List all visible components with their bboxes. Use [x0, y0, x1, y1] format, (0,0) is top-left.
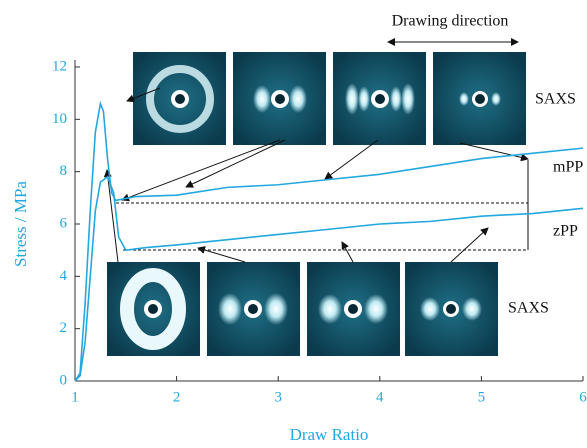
x-tick-label: 2	[173, 389, 181, 405]
y-tick-label: 12	[52, 58, 67, 74]
x-axis-title: Draw Ratio	[290, 425, 369, 443]
y-tick-label: 4	[60, 268, 68, 284]
guides	[103, 87, 529, 263]
saxs-top	[133, 52, 526, 145]
y-tick-label: 6	[60, 215, 68, 231]
axes	[74, 60, 583, 382]
y-tick-label: 0	[60, 372, 68, 388]
x-tick-label: 4	[376, 389, 384, 405]
y-tick-label: 2	[60, 320, 68, 336]
saxs-bottom	[107, 262, 498, 356]
y-axis-title: Stress / MPa	[11, 181, 30, 267]
series-line	[74, 175, 584, 382]
x-tick-label: 1	[71, 389, 79, 405]
x-tick-label: 6	[579, 389, 587, 405]
annotation: SAXS	[508, 300, 549, 317]
y-tick-label: 8	[60, 163, 68, 179]
series-label: zPP	[553, 223, 578, 240]
saxs-images	[107, 52, 526, 356]
series-line	[74, 100, 584, 382]
annotation: Drawing direction	[392, 13, 509, 30]
series-label: mPP	[553, 159, 583, 176]
x-tick-label: 3	[274, 389, 282, 405]
x-tick-label: 5	[478, 389, 486, 405]
y-tick-label: 10	[52, 111, 67, 127]
annotation: SAXS	[535, 91, 576, 108]
